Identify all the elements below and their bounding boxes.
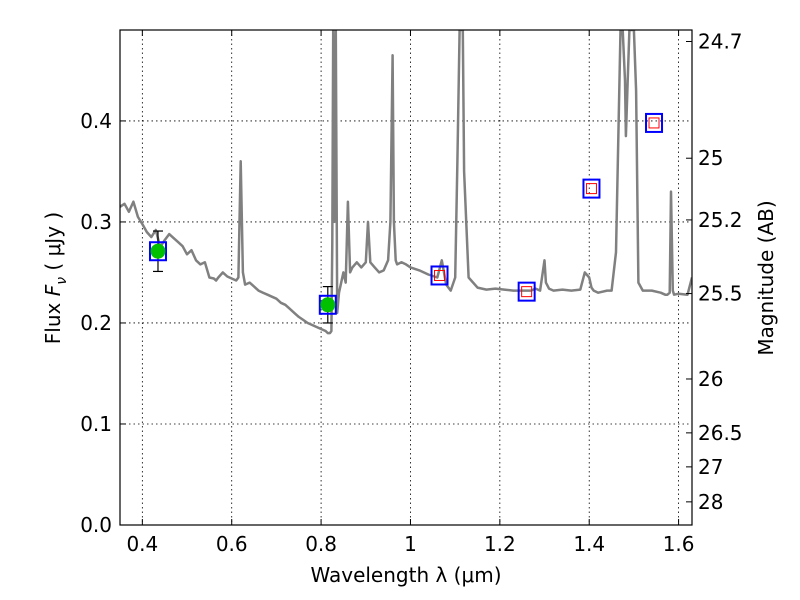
x-tick-label: 1.4 (573, 532, 605, 556)
model-flux-box (517, 281, 536, 302)
y2-tick-label: 26 (698, 367, 723, 391)
model-flux-box (318, 294, 337, 315)
tick-marks (120, 30, 692, 526)
y2-axis-label: Magnitude (AB) (754, 200, 778, 355)
upper-limit-point (585, 183, 597, 195)
x-tick-label: 0.6 (216, 532, 248, 556)
y-tick-label: 0.2 (80, 311, 112, 335)
detection-point (150, 243, 166, 259)
y2-tick-label: 27 (698, 455, 723, 479)
x-tick-label: 1 (404, 532, 417, 556)
y-tick-label: 0.4 (80, 109, 112, 133)
x-tick-label: 0.4 (126, 532, 158, 556)
y-label-prefix: Flux (41, 296, 65, 344)
upper-limit-point (648, 117, 660, 129)
x-tick-label: 1.2 (484, 532, 516, 556)
y-axis-label: Flux Fν ( μJy ) (41, 212, 70, 344)
photometry-layer (148, 112, 664, 324)
y-tick-label: 0.3 (80, 210, 112, 234)
y2-tick-label: 25 (698, 146, 723, 170)
plot-frame (119, 29, 693, 526)
upper-limit-point (521, 286, 533, 298)
y-label-subscript: ν (54, 277, 70, 285)
y-tick-label: 0.1 (80, 412, 112, 436)
y2-tick-label: 25.2 (698, 208, 743, 232)
model-flux-box (645, 112, 664, 133)
grid-lines (120, 30, 692, 526)
model-flux-box (582, 178, 601, 199)
detection-point (320, 297, 336, 313)
x-tick-label: 0.8 (305, 532, 337, 556)
y2-tick-label: 25.5 (698, 282, 743, 306)
y-tick-label: 0.0 (80, 513, 112, 537)
y-label-symbol: F (41, 284, 65, 296)
model-flux-box (430, 265, 449, 286)
y2-tick-label: 28 (698, 490, 723, 514)
y2-tick-label: 24.7 (698, 29, 743, 53)
spectrum-line (120, 30, 692, 335)
tick-labels: 0.4 0.6 0.8 1 1.2 1.4 1.6 0.0 0.1 0.2 0.3 0.4 24.7 25… (80, 29, 742, 556)
spectrum-layer (120, 30, 692, 335)
model-flux-box (148, 241, 167, 262)
x-tick-label: 1.6 (663, 532, 695, 556)
upper-limit-point (434, 269, 446, 281)
y-label-suffix: ( μJy ) (41, 212, 65, 277)
y2-tick-label: 26.5 (698, 421, 743, 445)
x-axis-label: Wavelength λ (μm) (310, 563, 501, 587)
